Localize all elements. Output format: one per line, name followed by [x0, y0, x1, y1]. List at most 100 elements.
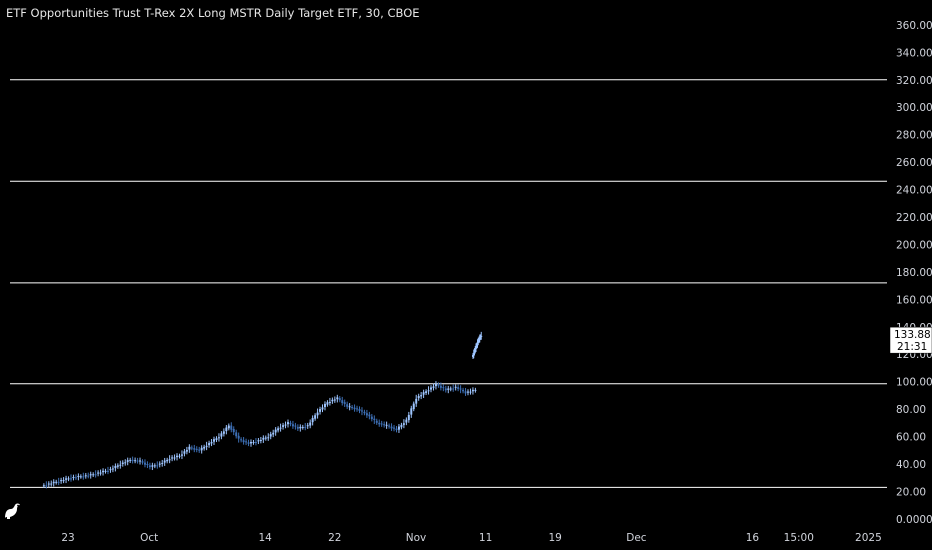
- candle: [148, 465, 151, 468]
- candle: [476, 343, 479, 345]
- candle: [84, 475, 87, 477]
- candle: [124, 462, 127, 464]
- candle: [168, 459, 171, 461]
- candle: [143, 462, 146, 465]
- candle: [102, 470, 105, 473]
- candle: [353, 407, 356, 410]
- candle: [430, 387, 433, 390]
- candle: [272, 432, 275, 435]
- candle: [242, 440, 245, 443]
- candle: [301, 426, 304, 428]
- candle: [434, 383, 437, 387]
- candle: [365, 413, 368, 416]
- time-axis: 23 Oct 14 22 Nov 11 19 Dec 16 15:00 2025: [61, 532, 881, 544]
- candle: [77, 475, 80, 478]
- y-tick-label: 320.00: [896, 75, 932, 87]
- candle: [134, 460, 137, 462]
- candle: [358, 409, 361, 411]
- candle: [449, 388, 452, 390]
- candle: [136, 460, 139, 462]
- candle: [45, 485, 48, 487]
- candle: [478, 337, 481, 340]
- y-tick-label: 20.00: [896, 486, 926, 498]
- candle: [321, 407, 324, 410]
- candle: [74, 477, 77, 479]
- candle: [299, 426, 302, 429]
- candle: [190, 447, 193, 449]
- candle: [373, 418, 376, 421]
- candle: [378, 422, 381, 425]
- candle: [447, 388, 450, 390]
- candle: [467, 391, 469, 393]
- x-tick-label: 16: [746, 532, 760, 544]
- x-tick-label: 19: [549, 532, 562, 544]
- bar-countdown: 21:31: [897, 341, 927, 353]
- candle: [52, 481, 55, 484]
- candle: [477, 340, 480, 343]
- candle: [156, 465, 159, 467]
- candle: [173, 457, 176, 459]
- candle: [55, 481, 58, 483]
- candle: [343, 402, 346, 404]
- candle: [286, 422, 289, 425]
- candle: [247, 442, 250, 444]
- candle: [289, 422, 292, 425]
- candle: [380, 423, 383, 425]
- candle: [282, 425, 285, 427]
- candle: [475, 345, 477, 349]
- tradingview-logo-icon[interactable]: [2, 500, 24, 526]
- candle: [425, 391, 428, 393]
- candle: [296, 426, 299, 429]
- candle: [427, 390, 430, 392]
- x-tick-label: Oct: [140, 532, 158, 544]
- price-series: [42, 331, 483, 489]
- candle: [457, 387, 460, 389]
- candle: [259, 440, 262, 442]
- candle: [375, 420, 378, 423]
- y-tick-label: 40.00: [896, 459, 926, 471]
- candle: [393, 427, 396, 429]
- x-tick-label: 11: [479, 532, 492, 544]
- candle: [351, 407, 354, 409]
- candle: [348, 406, 351, 408]
- candle: [336, 397, 339, 400]
- candle: [183, 451, 186, 454]
- y-tick-label: 280.00: [896, 130, 932, 142]
- candle: [478, 339, 480, 341]
- candle: [333, 399, 336, 401]
- candle: [405, 419, 408, 423]
- y-tick-label: 340.00: [896, 47, 932, 59]
- candle: [131, 459, 134, 461]
- candle: [213, 439, 216, 442]
- chart-title: ETF Opportunities Trust T-Rex 2X Long MS…: [6, 6, 420, 20]
- candle: [230, 425, 233, 430]
- candle: [195, 448, 198, 450]
- candle: [459, 388, 462, 390]
- candle: [193, 448, 196, 450]
- candle: [235, 432, 238, 437]
- candle: [338, 398, 341, 401]
- candle: [225, 427, 228, 432]
- candle: [407, 414, 410, 421]
- candle: [200, 447, 203, 451]
- candle: [237, 435, 240, 439]
- candle: [472, 353, 475, 355]
- candle: [208, 443, 211, 446]
- candle: [79, 476, 82, 478]
- candle: [126, 460, 129, 462]
- candle: [205, 445, 208, 447]
- candle: [323, 403, 326, 408]
- candle: [141, 461, 144, 463]
- horizontal-lines: [10, 79, 887, 488]
- candle: [412, 403, 415, 410]
- y-tick-label: 240.00: [896, 185, 932, 197]
- candle: [94, 474, 97, 476]
- candle: [439, 385, 442, 388]
- candle: [106, 470, 109, 472]
- candle: [188, 446, 191, 450]
- candle: [42, 485, 45, 487]
- candle: [60, 480, 63, 482]
- candle: [163, 460, 166, 463]
- candle: [452, 388, 455, 390]
